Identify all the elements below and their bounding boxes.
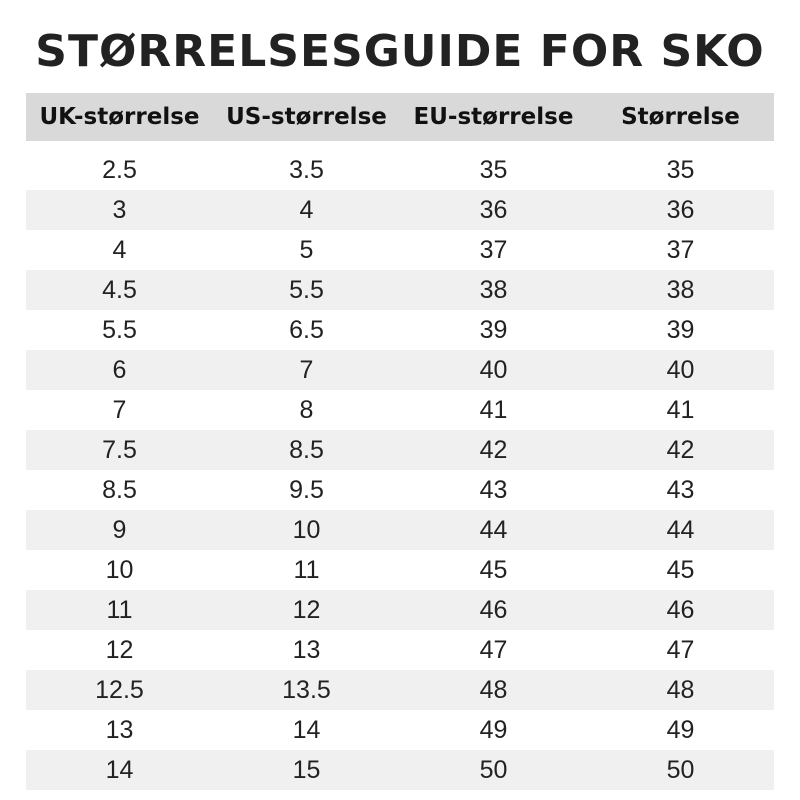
table-body: 2.5 3.5 35 35 3 4 36 36 4 5 37 37 4.5 5.5 38 38 5.5 6.5 39… (26, 150, 774, 790)
cell-uk: 12 (105, 635, 134, 664)
cell-size: 43 (666, 475, 695, 504)
table-row: 9 10 44 44 (26, 510, 774, 550)
cell-uk: 14 (105, 755, 134, 784)
cell-us: 15 (292, 755, 321, 784)
header-uk: UK-størrelse (39, 104, 200, 130)
cell-eu: 36 (479, 195, 508, 224)
table-row: 4 5 37 37 (26, 230, 774, 270)
cell-size: 38 (666, 275, 695, 304)
size-table: UK-størrelse US-størrelse EU-størrelse S… (26, 93, 774, 790)
cell-eu: 44 (479, 515, 508, 544)
cell-us: 5.5 (289, 275, 324, 304)
cell-size: 39 (666, 315, 695, 344)
cell-size: 42 (666, 435, 695, 464)
cell-uk: 2.5 (102, 155, 137, 184)
cell-size: 41 (666, 395, 695, 424)
table-row: 2.5 3.5 35 35 (26, 150, 774, 190)
cell-eu: 35 (479, 155, 508, 184)
cell-us: 5 (299, 235, 314, 264)
cell-size: 47 (666, 635, 695, 664)
cell-uk: 7 (112, 395, 127, 424)
cell-uk: 6 (112, 355, 127, 384)
cell-eu: 39 (479, 315, 508, 344)
cell-eu: 50 (479, 755, 508, 784)
cell-eu: 45 (479, 555, 508, 584)
cell-us: 9.5 (289, 475, 324, 504)
cell-uk: 8.5 (102, 475, 137, 504)
cell-us: 6.5 (289, 315, 324, 344)
cell-eu: 42 (479, 435, 508, 464)
cell-size: 49 (666, 715, 695, 744)
page-title: STØRRELSESGUIDE FOR SKO (35, 26, 765, 77)
cell-uk: 12.5 (95, 675, 144, 704)
cell-size: 46 (666, 595, 695, 624)
table-header: UK-størrelse US-størrelse EU-størrelse S… (26, 93, 774, 141)
cell-us: 12 (292, 595, 321, 624)
table-row: 12.5 13.5 48 48 (26, 670, 774, 710)
cell-uk: 3 (112, 195, 127, 224)
cell-eu: 38 (479, 275, 508, 304)
cell-uk: 9 (112, 515, 127, 544)
cell-eu: 47 (479, 635, 508, 664)
cell-us: 14 (292, 715, 321, 744)
cell-us: 3.5 (289, 155, 324, 184)
table-row: 3 4 36 36 (26, 190, 774, 230)
cell-eu: 49 (479, 715, 508, 744)
table-row: 4.5 5.5 38 38 (26, 270, 774, 310)
cell-eu: 41 (479, 395, 508, 424)
cell-uk: 5.5 (102, 315, 137, 344)
cell-size: 45 (666, 555, 695, 584)
cell-size: 36 (666, 195, 695, 224)
cell-us: 11 (293, 555, 320, 584)
cell-us: 13.5 (282, 675, 331, 704)
table-row: 13 14 49 49 (26, 710, 774, 750)
cell-us: 10 (292, 515, 321, 544)
header-size: Størrelse (621, 104, 740, 130)
cell-eu: 48 (479, 675, 508, 704)
cell-uk: 7.5 (102, 435, 137, 464)
cell-uk: 13 (105, 715, 134, 744)
table-row: 14 15 50 50 (26, 750, 774, 790)
cell-eu: 40 (479, 355, 508, 384)
cell-size: 48 (666, 675, 695, 704)
cell-eu: 46 (479, 595, 508, 624)
cell-eu: 37 (479, 235, 508, 264)
header-us: US-størrelse (226, 104, 387, 130)
cell-us: 8 (299, 395, 314, 424)
cell-uk: 4.5 (102, 275, 137, 304)
cell-us: 8.5 (289, 435, 324, 464)
table-row: 11 12 46 46 (26, 590, 774, 630)
cell-size: 44 (666, 515, 695, 544)
cell-size: 50 (666, 755, 695, 784)
cell-uk: 10 (105, 555, 134, 584)
cell-us: 4 (299, 195, 314, 224)
table-row: 10 11 45 45 (26, 550, 774, 590)
cell-size: 35 (666, 155, 695, 184)
table-row: 5.5 6.5 39 39 (26, 310, 774, 350)
table-row: 6 7 40 40 (26, 350, 774, 390)
cell-size: 37 (666, 235, 695, 264)
cell-uk: 4 (112, 235, 127, 264)
cell-us: 7 (299, 355, 314, 384)
cell-uk: 11 (106, 595, 133, 624)
cell-size: 40 (666, 355, 695, 384)
table-row: 7.5 8.5 42 42 (26, 430, 774, 470)
cell-us: 13 (292, 635, 321, 664)
table-row: 7 8 41 41 (26, 390, 774, 430)
cell-eu: 43 (479, 475, 508, 504)
table-row: 12 13 47 47 (26, 630, 774, 670)
header-eu: EU-størrelse (413, 104, 574, 130)
table-row: 8.5 9.5 43 43 (26, 470, 774, 510)
